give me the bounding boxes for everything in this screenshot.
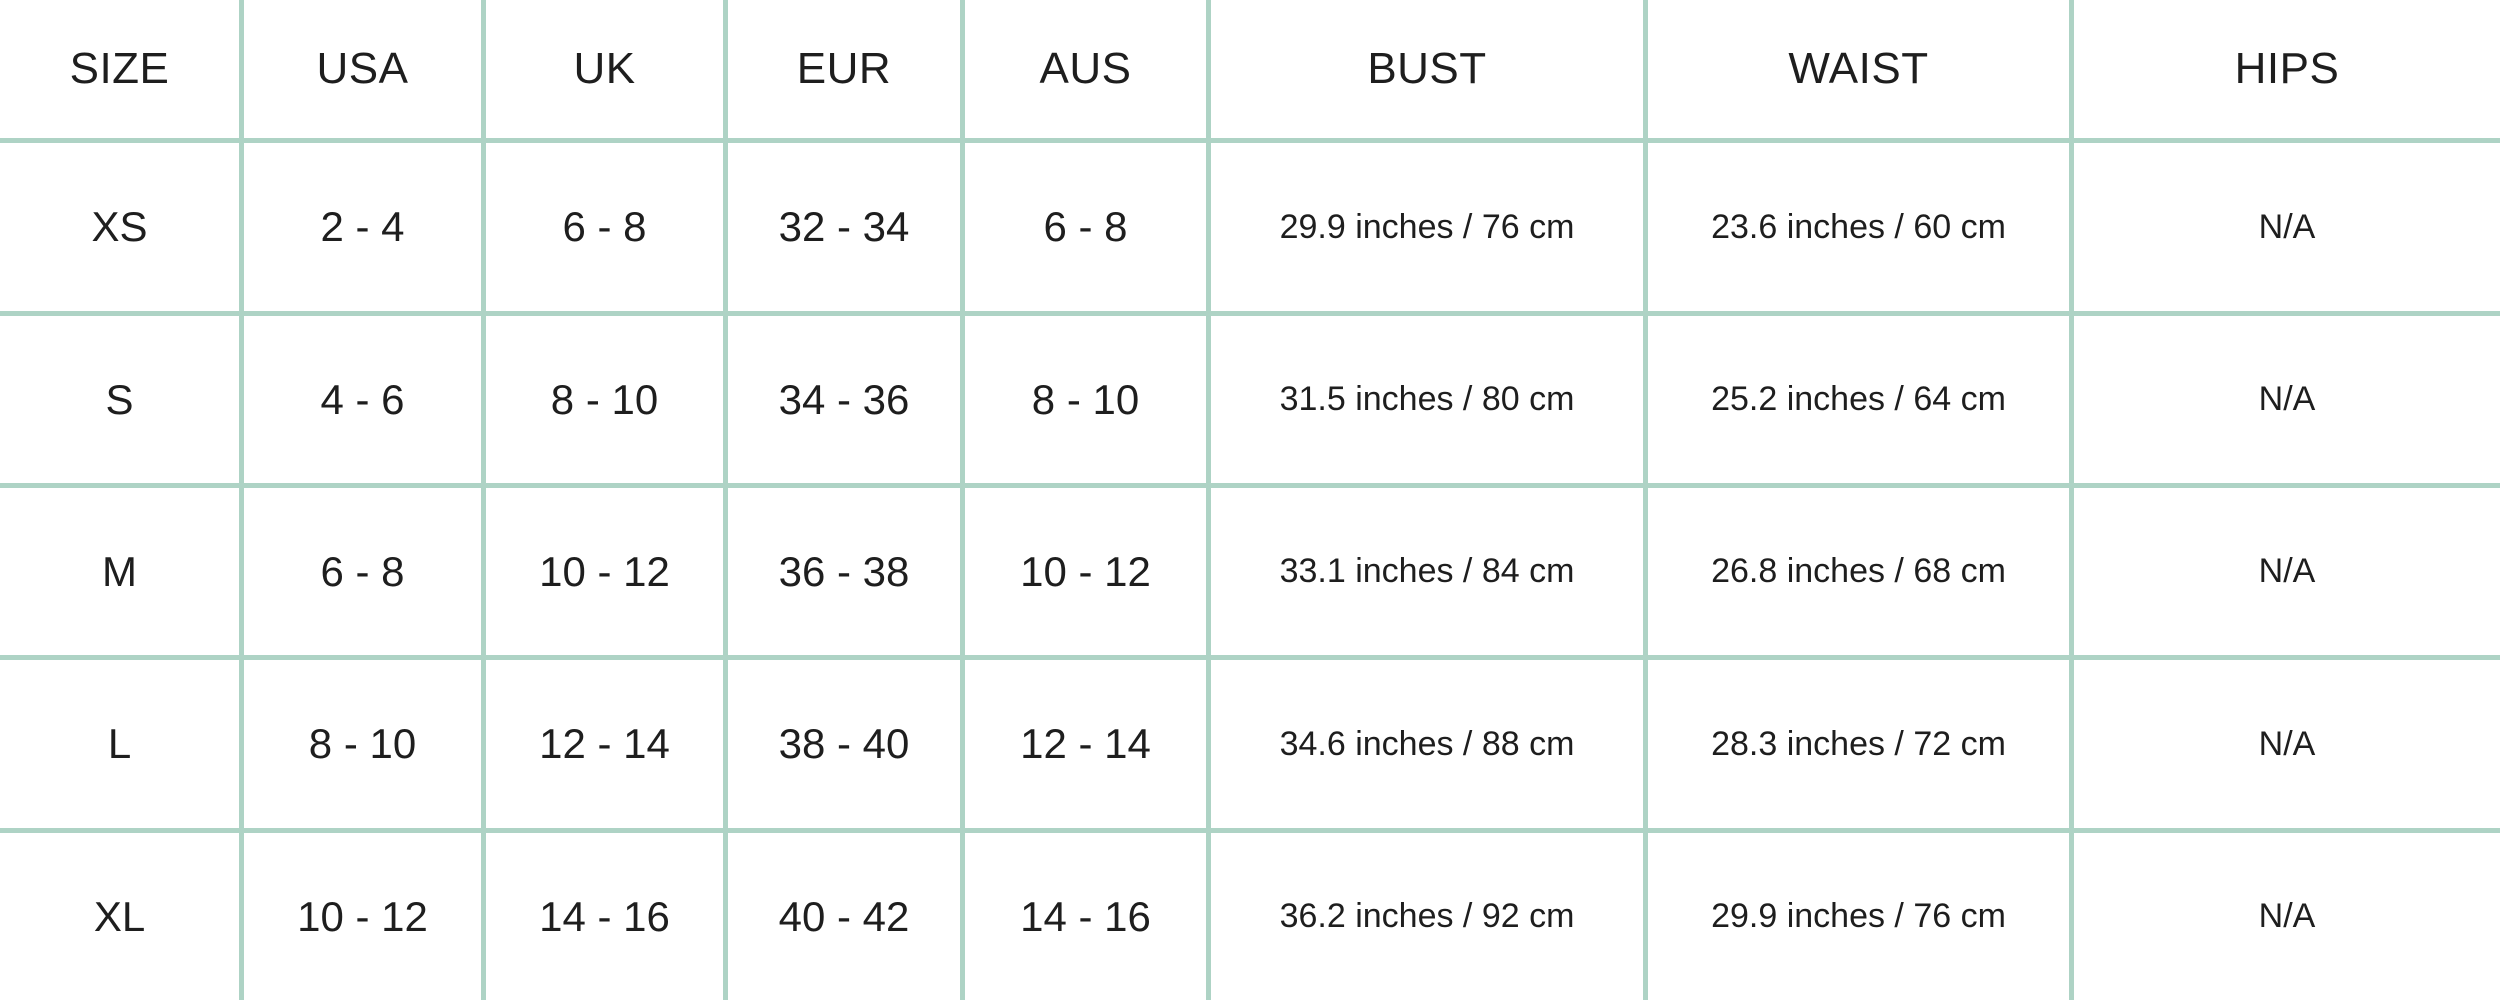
table-cell: 12 - 14	[486, 660, 723, 828]
table-cell: 34.6 inches / 88 cm	[1211, 660, 1643, 828]
table-cell: 14 - 16	[486, 833, 723, 1000]
table-cell: 34 - 36	[728, 316, 960, 483]
row-label: L	[0, 660, 239, 828]
table-cell: 40 - 42	[728, 833, 960, 1000]
header-cell-eur: EUR	[728, 0, 960, 138]
table-cell: 29.9 inches / 76 cm	[1211, 143, 1643, 311]
table-cell: 10 - 12	[965, 488, 1206, 655]
header-cell-size: SIZE	[0, 0, 239, 138]
table-cell: 38 - 40	[728, 660, 960, 828]
table-cell: 25.2 inches / 64 cm	[1648, 316, 2069, 483]
table-cell: 4 - 6	[244, 316, 481, 483]
table-cell: 23.6 inches / 60 cm	[1648, 143, 2069, 311]
header-cell-usa: USA	[244, 0, 481, 138]
table-cell: 6 - 8	[244, 488, 481, 655]
table-cell: 36 - 38	[728, 488, 960, 655]
table-cell: 32 - 34	[728, 143, 960, 311]
row-label: XS	[0, 143, 239, 311]
header-cell-bust: BUST	[1211, 0, 1643, 138]
row-label: XL	[0, 833, 239, 1000]
header-cell-aus: AUS	[965, 0, 1206, 138]
row-label: M	[0, 488, 239, 655]
table-cell: 33.1 inches / 84 cm	[1211, 488, 1643, 655]
row-label: S	[0, 316, 239, 483]
table-cell: 10 - 12	[486, 488, 723, 655]
table-cell: 29.9 inches / 76 cm	[1648, 833, 2069, 1000]
table-cell: N/A	[2074, 833, 2500, 1000]
table-cell: N/A	[2074, 143, 2500, 311]
table-cell: 6 - 8	[965, 143, 1206, 311]
header-cell-uk: UK	[486, 0, 723, 138]
table-cell: 36.2 inches / 92 cm	[1211, 833, 1643, 1000]
table-cell: 31.5 inches / 80 cm	[1211, 316, 1643, 483]
table-cell: 8 - 10	[965, 316, 1206, 483]
table-cell: N/A	[2074, 660, 2500, 828]
table-cell: 6 - 8	[486, 143, 723, 311]
table-cell: 2 - 4	[244, 143, 481, 311]
header-cell-waist: WAIST	[1648, 0, 2069, 138]
table-cell: 28.3 inches / 72 cm	[1648, 660, 2069, 828]
table-cell: 14 - 16	[965, 833, 1206, 1000]
table-cell: 8 - 10	[486, 316, 723, 483]
table-cell: N/A	[2074, 488, 2500, 655]
table-cell: 12 - 14	[965, 660, 1206, 828]
table-cell: 8 - 10	[244, 660, 481, 828]
table-cell: 26.8 inches / 68 cm	[1648, 488, 2069, 655]
table-cell: N/A	[2074, 316, 2500, 483]
header-cell-hips: HIPS	[2074, 0, 2500, 138]
table-cell: 10 - 12	[244, 833, 481, 1000]
